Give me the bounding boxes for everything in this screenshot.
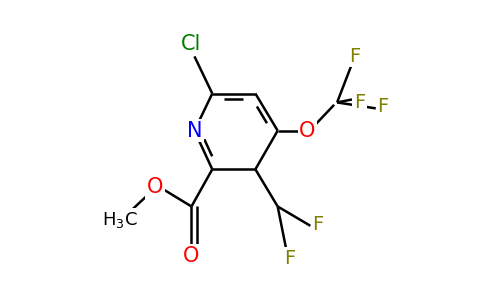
Text: F: F <box>378 98 389 116</box>
Text: Cl: Cl <box>182 34 202 55</box>
Text: O: O <box>147 177 164 197</box>
Text: N: N <box>187 121 202 141</box>
Text: F: F <box>349 47 361 66</box>
Text: F: F <box>354 93 365 112</box>
Text: O: O <box>299 121 316 141</box>
Text: H$_3$C: H$_3$C <box>102 210 138 230</box>
Text: F: F <box>312 215 323 234</box>
Text: O: O <box>183 245 200 266</box>
Text: F: F <box>284 249 295 268</box>
